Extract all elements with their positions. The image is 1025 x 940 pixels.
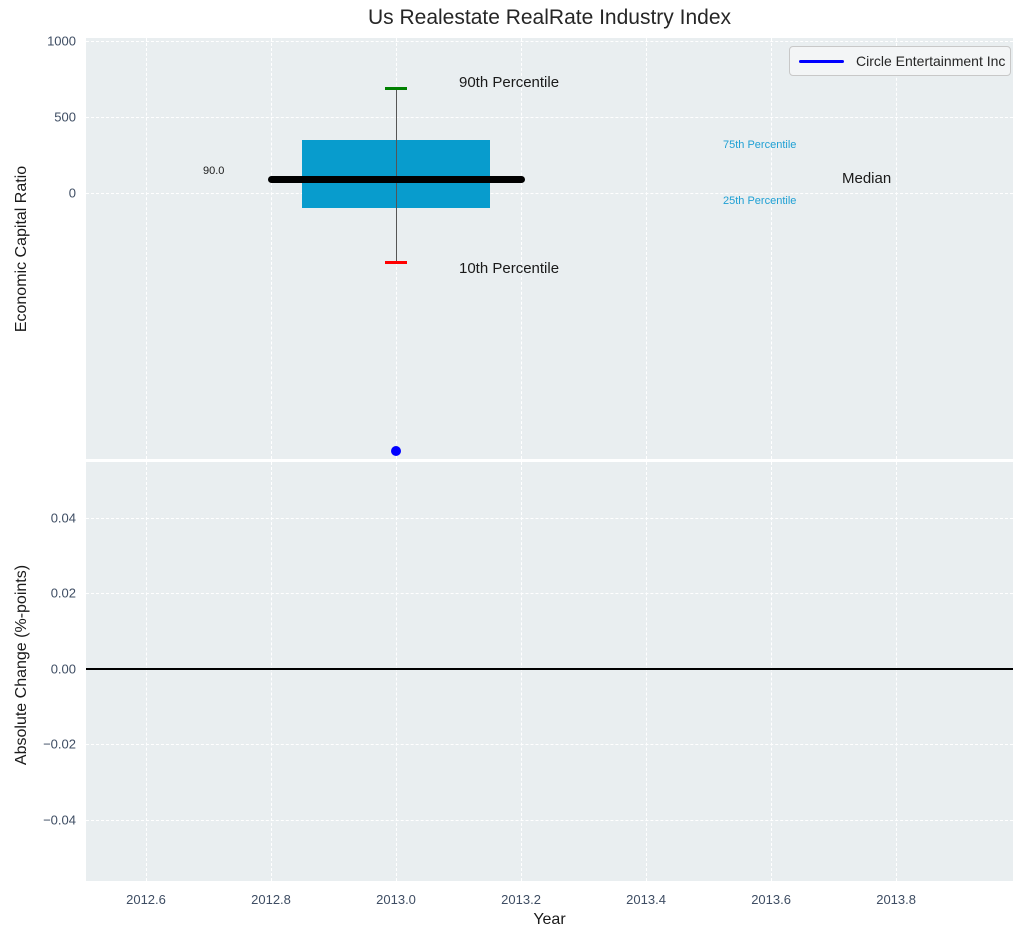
x-axis-label: Year xyxy=(86,911,1013,929)
gridline-x xyxy=(771,462,772,881)
top-plot-area xyxy=(86,38,1013,459)
legend: Circle Entertainment Inc xyxy=(789,46,1011,76)
y-tick-label: −0.02 xyxy=(43,737,76,752)
annotation-median-value: 90.0 xyxy=(203,165,224,177)
annotation-10th-percentile: 10th Percentile xyxy=(459,260,559,277)
y-tick-label: 1000 xyxy=(47,34,76,49)
x-tick-label: 2013.0 xyxy=(376,892,416,907)
x-tick-label: 2013.6 xyxy=(751,892,791,907)
y-tick-label: 0.00 xyxy=(51,661,76,676)
gridline-x xyxy=(896,38,897,459)
gridline-x xyxy=(146,38,147,459)
company-point xyxy=(391,446,401,456)
gridline-x xyxy=(521,38,522,459)
gridline-x xyxy=(771,38,772,459)
x-tick-label: 2013.4 xyxy=(626,892,666,907)
whisker-cap-90th xyxy=(385,87,407,90)
x-tick-label: 2012.6 xyxy=(126,892,166,907)
y-tick-label: 0.02 xyxy=(51,586,76,601)
gridline-y xyxy=(86,193,1013,194)
figure: Us Realestate RealRate Industry Index Ec… xyxy=(0,0,1025,940)
legend-label: Circle Entertainment Inc xyxy=(856,53,1005,69)
median-line xyxy=(268,176,525,183)
bottom-plot-area xyxy=(86,462,1013,881)
x-tick-label: 2012.8 xyxy=(251,892,291,907)
gridline-y xyxy=(86,593,1013,594)
gridline-x xyxy=(521,462,522,881)
annotation-25th-percentile: 25th Percentile xyxy=(723,195,796,207)
y-tick-label: 0.04 xyxy=(51,510,76,525)
gridline-x xyxy=(396,462,397,881)
annotation-75th-percentile: 75th Percentile xyxy=(723,139,796,151)
gridline-y xyxy=(86,518,1013,519)
y-tick-label: 0 xyxy=(69,186,76,201)
gridline-y xyxy=(86,117,1013,118)
gridline-x xyxy=(896,462,897,881)
chart-title: Us Realestate RealRate Industry Index xyxy=(86,6,1013,30)
gridline-y xyxy=(86,41,1013,42)
gridline-y xyxy=(86,820,1013,821)
gridline-x xyxy=(271,38,272,459)
gridline-x xyxy=(271,462,272,881)
y-axis-label-bottom: Absolute Change (%-points) xyxy=(13,550,31,780)
y-tick-label: 500 xyxy=(54,110,76,125)
whisker-cap-10th xyxy=(385,261,407,264)
x-tick-label: 2013.8 xyxy=(876,892,916,907)
annotation-90th-percentile: 90th Percentile xyxy=(459,74,559,91)
legend-line-swatch xyxy=(799,60,844,63)
gridline-x xyxy=(146,462,147,881)
annotation-median: Median xyxy=(842,170,891,187)
gridline-y xyxy=(86,744,1013,745)
gridline-x xyxy=(646,462,647,881)
y-tick-label: −0.04 xyxy=(43,812,76,827)
gridline-x xyxy=(646,38,647,459)
zero-line xyxy=(86,668,1013,670)
x-tick-label: 2013.2 xyxy=(501,892,541,907)
y-axis-label-top: Economic Capital Ratio xyxy=(13,149,31,349)
